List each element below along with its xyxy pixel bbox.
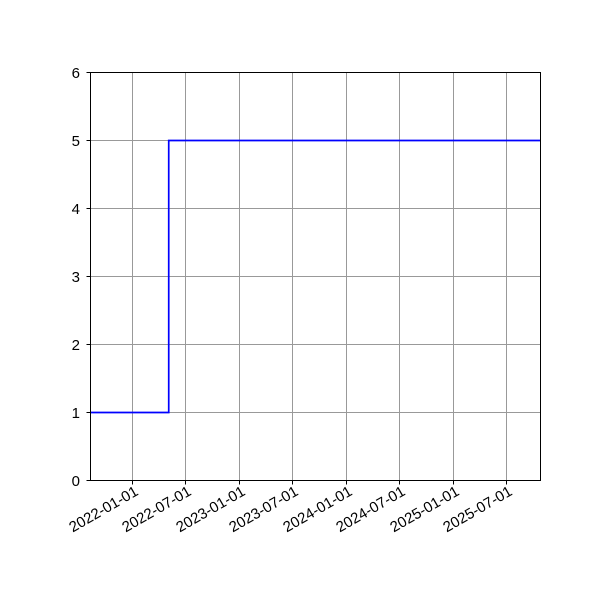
svg-text:5: 5 <box>72 133 80 150</box>
svg-text:2: 2 <box>72 337 80 354</box>
svg-text:1: 1 <box>72 405 80 422</box>
svg-text:0: 0 <box>72 473 80 490</box>
svg-text:4: 4 <box>72 201 80 218</box>
svg-text:3: 3 <box>72 269 80 286</box>
svg-text:6: 6 <box>72 65 80 82</box>
